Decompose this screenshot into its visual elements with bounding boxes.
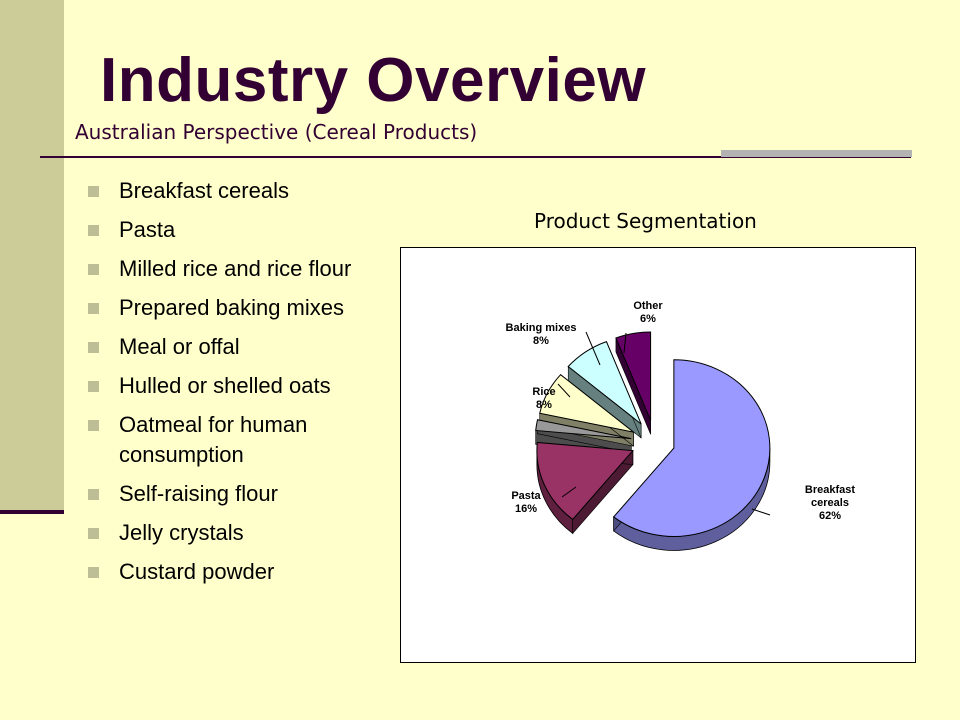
chart-title: Product Segmentation [534,209,757,233]
bullet-item: Jelly crystals [88,518,358,548]
bullet-item: Breakfast cereals [88,176,358,206]
title-divider-accent [721,150,912,157]
pie-slice[interactable] [567,340,642,425]
title-divider [40,156,911,158]
pie-slice-value: 62% [819,510,841,522]
bullet-square-icon [88,186,99,197]
bullet-list: Breakfast cereals Pasta Milled rice and … [88,176,358,596]
pie-slice-name: Baking mixes [506,322,577,334]
bullet-item: Meal or offal [88,332,358,362]
bullet-square-icon [88,528,99,539]
bullet-item: Prepared baking mixes [88,293,358,323]
bullet-square-icon [88,489,99,500]
bullet-item: Oatmeal for human consumption [88,410,358,470]
pie-slice-label: Pasta 16% [511,490,541,515]
pie-slice-value: 16% [515,503,537,515]
slide-title: Industry Overview [100,46,647,115]
bullet-text: Breakfast cereals [119,178,289,203]
bullet-item: Hulled or shelled oats [88,371,358,401]
pie-slice[interactable] [612,359,771,537]
bullet-item: Pasta [88,215,358,245]
bullet-text: Hulled or shelled oats [119,373,331,398]
bullet-text: Custard powder [119,559,275,584]
pie-leader-line [561,486,577,498]
pie-slice-label: Other 6% [633,300,663,325]
bullet-square-icon [88,567,99,578]
pie-slice-value: 8% [533,335,549,347]
bullet-text: Milled rice and rice flour [119,256,352,281]
pie-slice-value: 8% [536,399,552,411]
pie-slice-label: Rice 8% [532,386,555,411]
chart-plot-area [400,247,916,663]
chart-frame: Breakfast cereals 62% Pasta 16% Rice 8% Baking … [400,247,916,663]
pie-slice-label: Baking mixes 8% [506,322,577,347]
bullet-item: Custard powder [88,557,358,587]
bullet-square-icon [88,303,99,314]
bullet-square-icon [88,342,99,353]
pie-slice-name: Other [633,300,663,312]
bullet-item: Self-raising flour [88,479,358,509]
bullet-square-icon [88,381,99,392]
bullet-square-icon [88,225,99,236]
pie-slice[interactable] [535,419,632,440]
bullet-text: Oatmeal for human consumption [119,412,308,467]
bullet-square-icon [88,264,99,275]
left-accent-bar [0,0,64,513]
bullet-text: Jelly crystals [119,520,244,545]
bullet-square-icon [88,420,99,431]
left-accent-rule [0,510,64,514]
pie-leader-line [623,332,627,354]
pie-slice-name: Pasta [511,490,541,502]
pie-slice-name: Breakfast [805,484,855,496]
pie-slice-name: cereals [811,497,849,509]
bullet-text: Prepared baking mixes [119,295,345,320]
pie-leader-line [557,383,571,398]
pie-slice[interactable] [615,331,652,421]
pie-slice[interactable] [536,441,634,521]
bullet-text: Self-raising flour [119,481,278,506]
pie-chart: Breakfast cereals 62%Pasta 16%Rice 8%Baking … [400,247,916,663]
pie-slice-label: Breakfast cereals 62% [805,484,855,522]
bullet-text: Pasta [119,217,176,242]
slide-subtitle: Australian Perspective (Cereal Products) [75,120,478,144]
bullet-item: Milled rice and rice flour [88,254,358,284]
bullet-text: Meal or offal [119,334,240,359]
pie-leader-line [751,508,771,516]
pie-slice-value: 6% [640,313,656,325]
pie-leader-line [585,331,601,366]
pie-slice-name: Rice [532,386,555,398]
